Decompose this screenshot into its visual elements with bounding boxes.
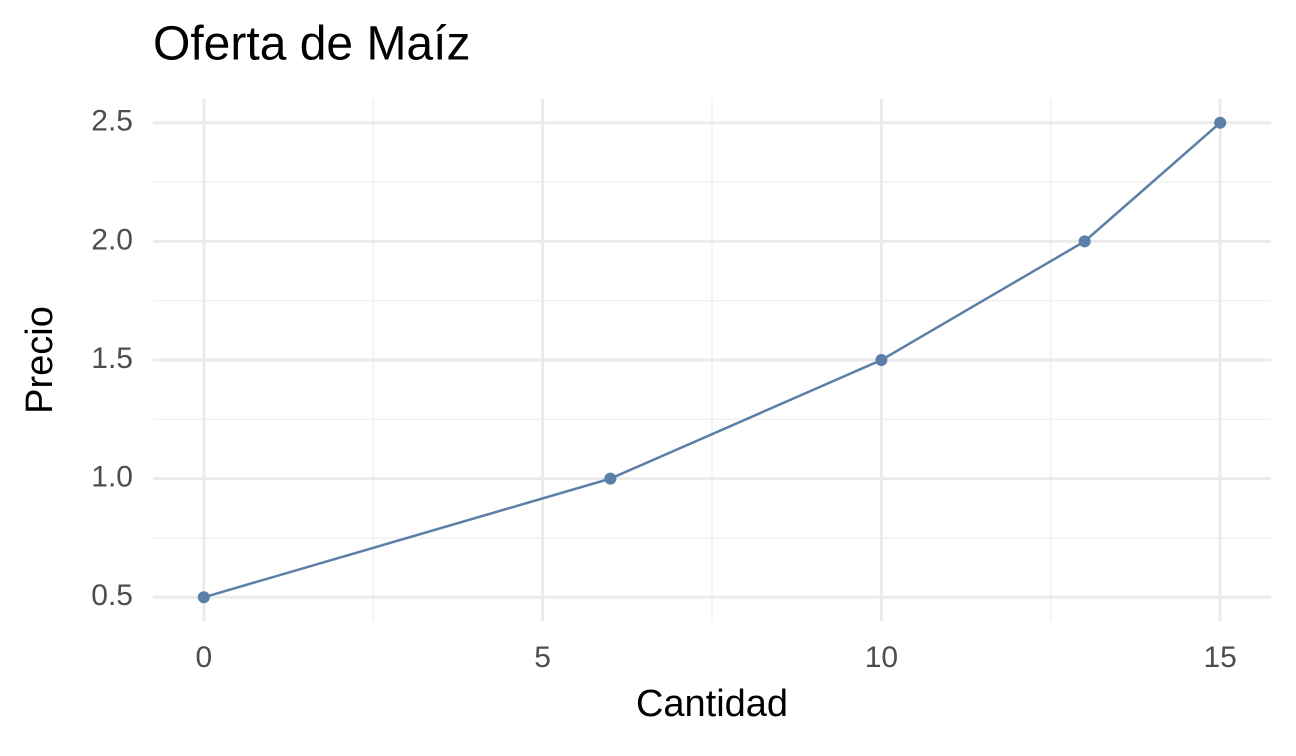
x-tick-label: 0 bbox=[195, 641, 212, 674]
point bbox=[1214, 116, 1227, 129]
y-tick-label: 1.5 bbox=[91, 342, 133, 375]
chart-title: Oferta de Maíz bbox=[153, 18, 470, 71]
y-tick-label: 2.5 bbox=[91, 105, 133, 138]
point bbox=[197, 591, 210, 604]
x-tick-label: 10 bbox=[865, 641, 898, 674]
y-tick-label: 2.0 bbox=[91, 223, 133, 256]
x-axis-title: Cantidad bbox=[636, 683, 788, 725]
point bbox=[1078, 235, 1091, 248]
x-tick-label: 5 bbox=[534, 641, 551, 674]
y-tick-label: 0.5 bbox=[91, 579, 133, 612]
x-tick-label: 15 bbox=[1203, 641, 1236, 674]
y-axis-title: Precio bbox=[19, 306, 61, 414]
point bbox=[875, 354, 888, 366]
y-tick-label: 1.0 bbox=[91, 461, 133, 494]
point bbox=[604, 472, 617, 485]
